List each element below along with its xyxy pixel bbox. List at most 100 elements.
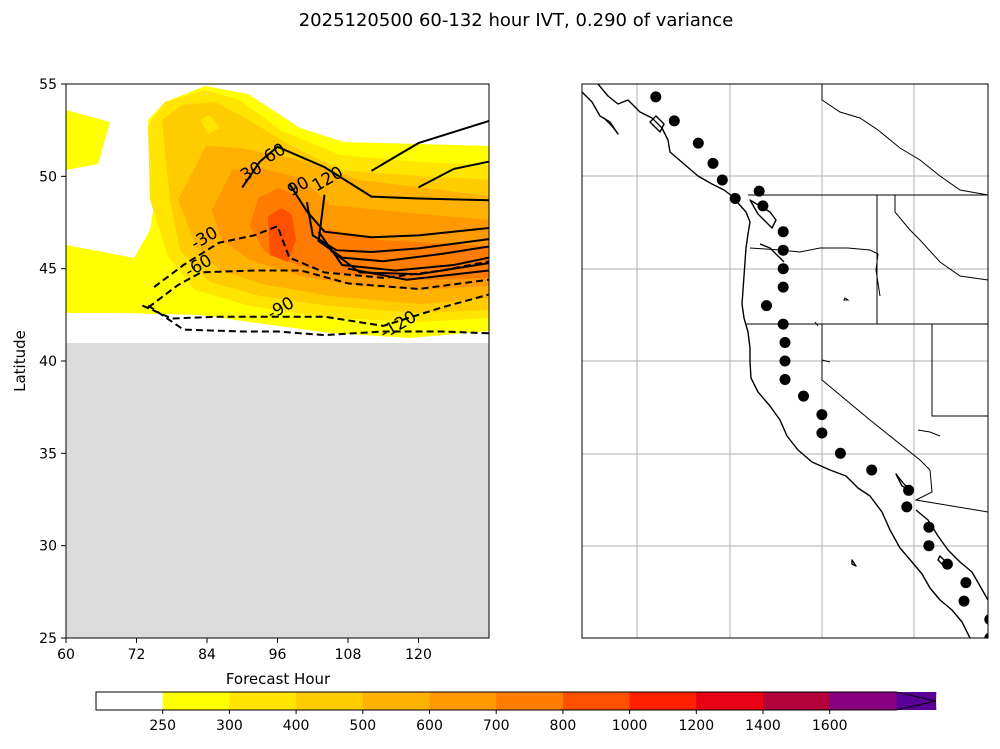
map-marker	[941, 558, 953, 570]
map-marker	[777, 281, 789, 293]
border-path	[894, 195, 988, 281]
map-marker	[816, 409, 828, 421]
left-axis-ticks: 60 72 84 96 108 120 25 30 35 40 45 50 55	[39, 77, 432, 663]
colorbar-outline	[95, 691, 937, 711]
colorbar-cell	[629, 692, 697, 710]
contour-line-solid	[305, 202, 489, 254]
colorbar-cell	[829, 692, 897, 710]
map-marker	[984, 614, 988, 625]
map-area	[582, 84, 988, 638]
x-tick-label: 108	[335, 647, 362, 663]
colorbar-label: 1600	[812, 718, 848, 734]
coastline-path	[759, 243, 785, 263]
contour-lines	[141, 119, 489, 337]
map-marker	[716, 174, 728, 186]
map-marker	[761, 300, 772, 312]
colorbar-cell	[496, 692, 564, 710]
x-axis-label: Forecast Hour	[226, 670, 331, 688]
colorbar-label: 300	[216, 718, 243, 734]
contour-line-dashed	[147, 304, 489, 337]
coastline-path	[851, 559, 857, 567]
contour-line-solid	[241, 145, 489, 202]
border-lines	[746, 84, 988, 513]
map-marker	[866, 464, 878, 476]
colorbar-cell	[96, 692, 164, 710]
map-marker	[779, 337, 791, 348]
colorbar-cell	[162, 692, 230, 710]
y-tick-label: 25	[39, 631, 57, 647]
colorbar-label: 1400	[745, 718, 781, 734]
border-path	[931, 324, 988, 417]
map-marker	[729, 193, 741, 204]
contour-line-solid	[370, 119, 489, 172]
border-path	[914, 469, 988, 513]
map-marker	[779, 374, 791, 385]
x-tick-label: 96	[269, 647, 287, 663]
colorbar-cell	[763, 692, 831, 710]
map-marker	[779, 355, 791, 367]
map-marker	[777, 244, 789, 256]
y-tick-label: 30	[39, 539, 57, 555]
coastline-path	[597, 84, 971, 638]
map-marker	[692, 137, 704, 149]
border-path	[749, 247, 881, 297]
filled-contours	[66, 86, 489, 338]
map-marker	[753, 185, 765, 197]
map-marker	[960, 577, 972, 589]
coastline-path	[649, 115, 665, 133]
y-tick-label: 40	[39, 354, 57, 370]
colorbar-extend-arrow	[896, 692, 937, 710]
colorbar-cell	[696, 692, 764, 710]
contour-line-solid	[418, 160, 489, 189]
map-marker	[958, 595, 970, 607]
contour-line-solid	[288, 183, 489, 239]
colorbar-cell	[429, 692, 497, 710]
map-marker	[901, 501, 913, 513]
y-tick-label: 45	[39, 262, 57, 278]
map-marker	[923, 521, 935, 533]
y-tick-label: 55	[39, 77, 57, 93]
colorbar-label: 250	[149, 718, 176, 734]
border-path	[821, 84, 988, 196]
x-tick-label: 60	[57, 647, 75, 663]
map-marker	[650, 91, 662, 103]
colorbar-label: 1000	[612, 718, 648, 734]
colorbar-cell	[229, 692, 297, 710]
ivt-fill-700	[250, 188, 489, 280]
figure-title: 2025120500 60-132 hour IVT, 0.290 of var…	[299, 10, 734, 31]
colorbar-cell	[562, 692, 631, 710]
colorbar-cells	[95, 691, 937, 711]
colorbar-label: 800	[550, 718, 577, 734]
y-axis-label: Latitude	[11, 330, 29, 392]
map-marker	[903, 484, 915, 496]
x-tick-label: 120	[405, 647, 432, 663]
colorbar-labels: 250 300 400 500 600 700 800 1000 1200 1400 1600	[149, 710, 848, 734]
colorbar-label: 400	[283, 718, 310, 734]
colorbar-label: 700	[483, 718, 510, 734]
map-marker	[816, 427, 828, 439]
colorbar-cell	[362, 692, 431, 710]
colorbar-label: 500	[349, 718, 376, 734]
colorbar-cell	[296, 692, 364, 710]
coastline-path	[582, 91, 619, 135]
map-marker	[777, 226, 789, 238]
right-panel	[581, 83, 989, 639]
colorbar-label: 1200	[678, 718, 714, 734]
map-marker	[777, 263, 789, 275]
map-marker	[668, 115, 680, 127]
map-marker	[798, 390, 809, 402]
y-tick-label: 50	[39, 169, 57, 185]
colorbar: 250 300 400 500 600 700 800 1000 1200 1400 1600	[95, 691, 937, 734]
map-marker	[707, 157, 719, 169]
y-tick-label: 35	[39, 446, 57, 462]
map-marker	[757, 200, 769, 212]
border-path	[814, 297, 941, 437]
map-markers	[650, 91, 988, 638]
contour-line-dashed	[141, 293, 489, 327]
contour-line-dashed	[153, 224, 489, 288]
x-tick-label: 72	[128, 647, 146, 663]
map-marker	[984, 632, 988, 638]
